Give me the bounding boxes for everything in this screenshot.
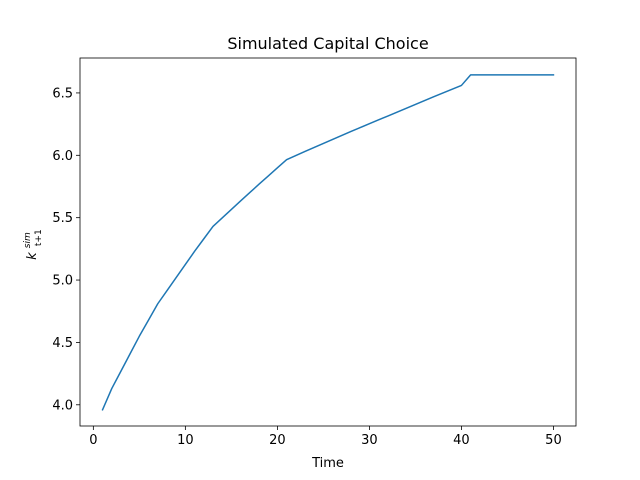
x-axis-ticks: 0 10 20 30 40 50 [89,426,562,448]
plot-area [101,74,555,411]
y-axis-label: k sim t+1 [19,228,44,260]
y-tick-label: 5.0 [52,274,73,289]
x-tick-label: 40 [453,433,470,448]
y-tick-label: 4.0 [52,398,73,413]
x-tick-label: 50 [545,433,562,448]
y-label-base: k [25,252,40,260]
chart-title: Simulated Capital Choice [227,34,428,53]
x-tick-label: 0 [89,433,97,448]
x-tick-label: 10 [177,433,194,448]
y-tick-label: 6.0 [52,149,73,164]
y-tick-label: 5.5 [52,211,73,226]
y-tick-label: 6.5 [52,86,73,101]
y-tick-label: 4.5 [52,336,73,351]
axes-frame [79,57,577,427]
y-label-subscript: t+1 [34,229,44,246]
x-tick-label: 30 [361,433,378,448]
series-line [101,74,555,411]
x-axis-label: Time [311,456,344,471]
x-tick-label: 20 [269,433,286,448]
y-axis-ticks: 4.0 4.5 5.0 5.5 6.0 6.5 [52,86,80,413]
y-label-superscript: sim [23,232,33,248]
